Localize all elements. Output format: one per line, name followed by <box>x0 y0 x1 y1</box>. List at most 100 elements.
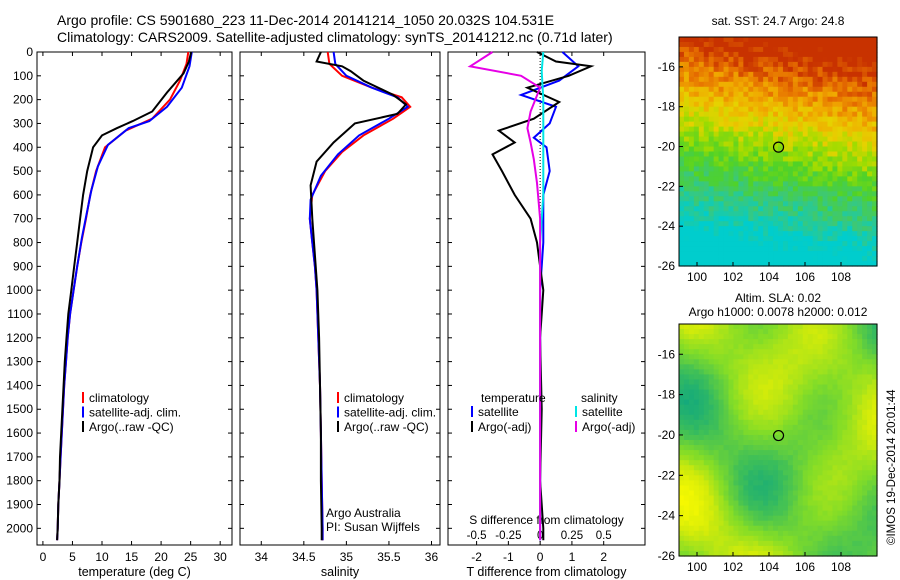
heatmap-cell <box>862 540 868 547</box>
heatmap-cell <box>688 46 695 53</box>
heatmap-cell <box>718 37 725 43</box>
heatmap-cell <box>733 236 739 242</box>
heatmap-cell <box>688 226 695 232</box>
heatmap-cell <box>872 141 878 148</box>
heatmap-cell <box>753 470 759 476</box>
heatmap-cell <box>787 404 794 411</box>
heatmap-cell <box>787 201 794 207</box>
heatmap-cell <box>768 359 774 365</box>
heatmap-cell <box>842 500 848 507</box>
heatmap-cell <box>743 374 749 381</box>
heatmap-cell <box>763 191 769 197</box>
heatmap-cell <box>802 485 809 492</box>
heatmap-cell <box>787 535 794 542</box>
heatmap-cell <box>733 334 739 340</box>
heatmap-cell <box>847 475 853 481</box>
y-tick-label: 0 <box>26 45 33 59</box>
heatmap-cell <box>738 520 744 527</box>
heatmap-cell <box>758 201 764 207</box>
heatmap-cell <box>842 161 848 168</box>
heatmap-cell <box>773 359 779 365</box>
heatmap-cell <box>807 236 814 242</box>
heatmap-cell <box>763 151 769 158</box>
heatmap-cell <box>847 221 853 227</box>
heatmap-cell <box>847 41 853 48</box>
heatmap-cell <box>822 91 829 98</box>
heatmap-cell <box>698 106 705 113</box>
heatmap-cell <box>778 394 784 401</box>
heatmap-cell <box>703 434 710 441</box>
heatmap-cell <box>837 455 843 461</box>
heatmap-cell <box>733 96 739 103</box>
heatmap-cell <box>738 369 744 376</box>
heatmap-cell <box>743 116 749 123</box>
heatmap-cell <box>837 440 843 446</box>
heatmap-cell <box>787 530 794 537</box>
heatmap-cell <box>817 389 824 396</box>
heatmap-cell <box>693 379 700 386</box>
heatmap-cell <box>723 51 730 58</box>
heatmap-cell <box>822 211 829 217</box>
heatmap-cell <box>728 465 735 471</box>
heatmap-cell <box>738 354 744 360</box>
heatmap-cell <box>832 136 838 143</box>
heatmap-cell <box>857 131 863 138</box>
heatmap-cell <box>743 485 749 492</box>
heatmap-cell <box>872 440 878 446</box>
heatmap-cell <box>852 201 858 207</box>
heatmap-cell <box>679 550 685 557</box>
heatmap-cell <box>748 216 754 222</box>
heatmap-cell <box>832 450 838 456</box>
heatmap-cell <box>867 186 873 192</box>
heatmap-cell <box>852 460 858 466</box>
heatmap-cell <box>837 186 843 192</box>
heatmap-cell <box>822 146 829 153</box>
heatmap-cell <box>832 434 838 441</box>
heatmap-cell <box>708 540 715 547</box>
heatmap-cell <box>743 364 749 370</box>
heatmap-cell <box>837 515 843 522</box>
heatmap-cell <box>862 236 868 242</box>
heatmap-cell <box>768 146 774 153</box>
heatmap-cell <box>792 500 799 507</box>
heatmap-cell <box>763 146 769 153</box>
heatmap-cell <box>792 409 799 416</box>
heatmap-cell <box>812 500 819 507</box>
heatmap-cell <box>753 434 759 441</box>
heatmap-cell <box>857 480 863 486</box>
heatmap-cell <box>708 66 715 73</box>
heatmap-cell <box>807 226 814 232</box>
heatmap-cell <box>787 126 794 133</box>
heatmap-cell <box>787 231 794 237</box>
heatmap-cell <box>832 231 838 237</box>
heatmap-cell <box>758 101 764 108</box>
heatmap-cell <box>872 136 878 143</box>
heatmap-cell <box>758 414 764 421</box>
heatmap-cell <box>718 334 725 340</box>
heatmap-cell <box>867 530 873 537</box>
heatmap-cell <box>857 141 863 148</box>
heatmap-cell <box>768 515 774 522</box>
heatmap-cell <box>832 91 838 98</box>
heatmap-cell <box>847 106 853 113</box>
heatmap-cell <box>807 364 814 370</box>
heatmap-cell <box>758 550 764 557</box>
heatmap-cell <box>743 495 749 502</box>
heatmap-cell <box>718 141 725 148</box>
heatmap-cell <box>703 226 710 232</box>
heatmap-cell <box>782 141 789 148</box>
heatmap-cell <box>847 231 853 237</box>
heatmap-cell <box>753 206 759 212</box>
heatmap-cell <box>713 515 720 522</box>
heatmap-cell <box>872 101 878 108</box>
heatmap-cell <box>817 540 824 547</box>
heatmap-cell <box>698 191 705 197</box>
heatmap-cell <box>683 349 690 355</box>
heatmap-cell <box>807 344 814 350</box>
heatmap-cell <box>782 106 789 113</box>
heatmap-cell <box>847 37 853 43</box>
heatmap-cell <box>683 186 690 192</box>
heatmap-cell <box>867 455 873 461</box>
heatmap-cell <box>683 419 690 426</box>
heatmap-cell <box>807 46 814 53</box>
